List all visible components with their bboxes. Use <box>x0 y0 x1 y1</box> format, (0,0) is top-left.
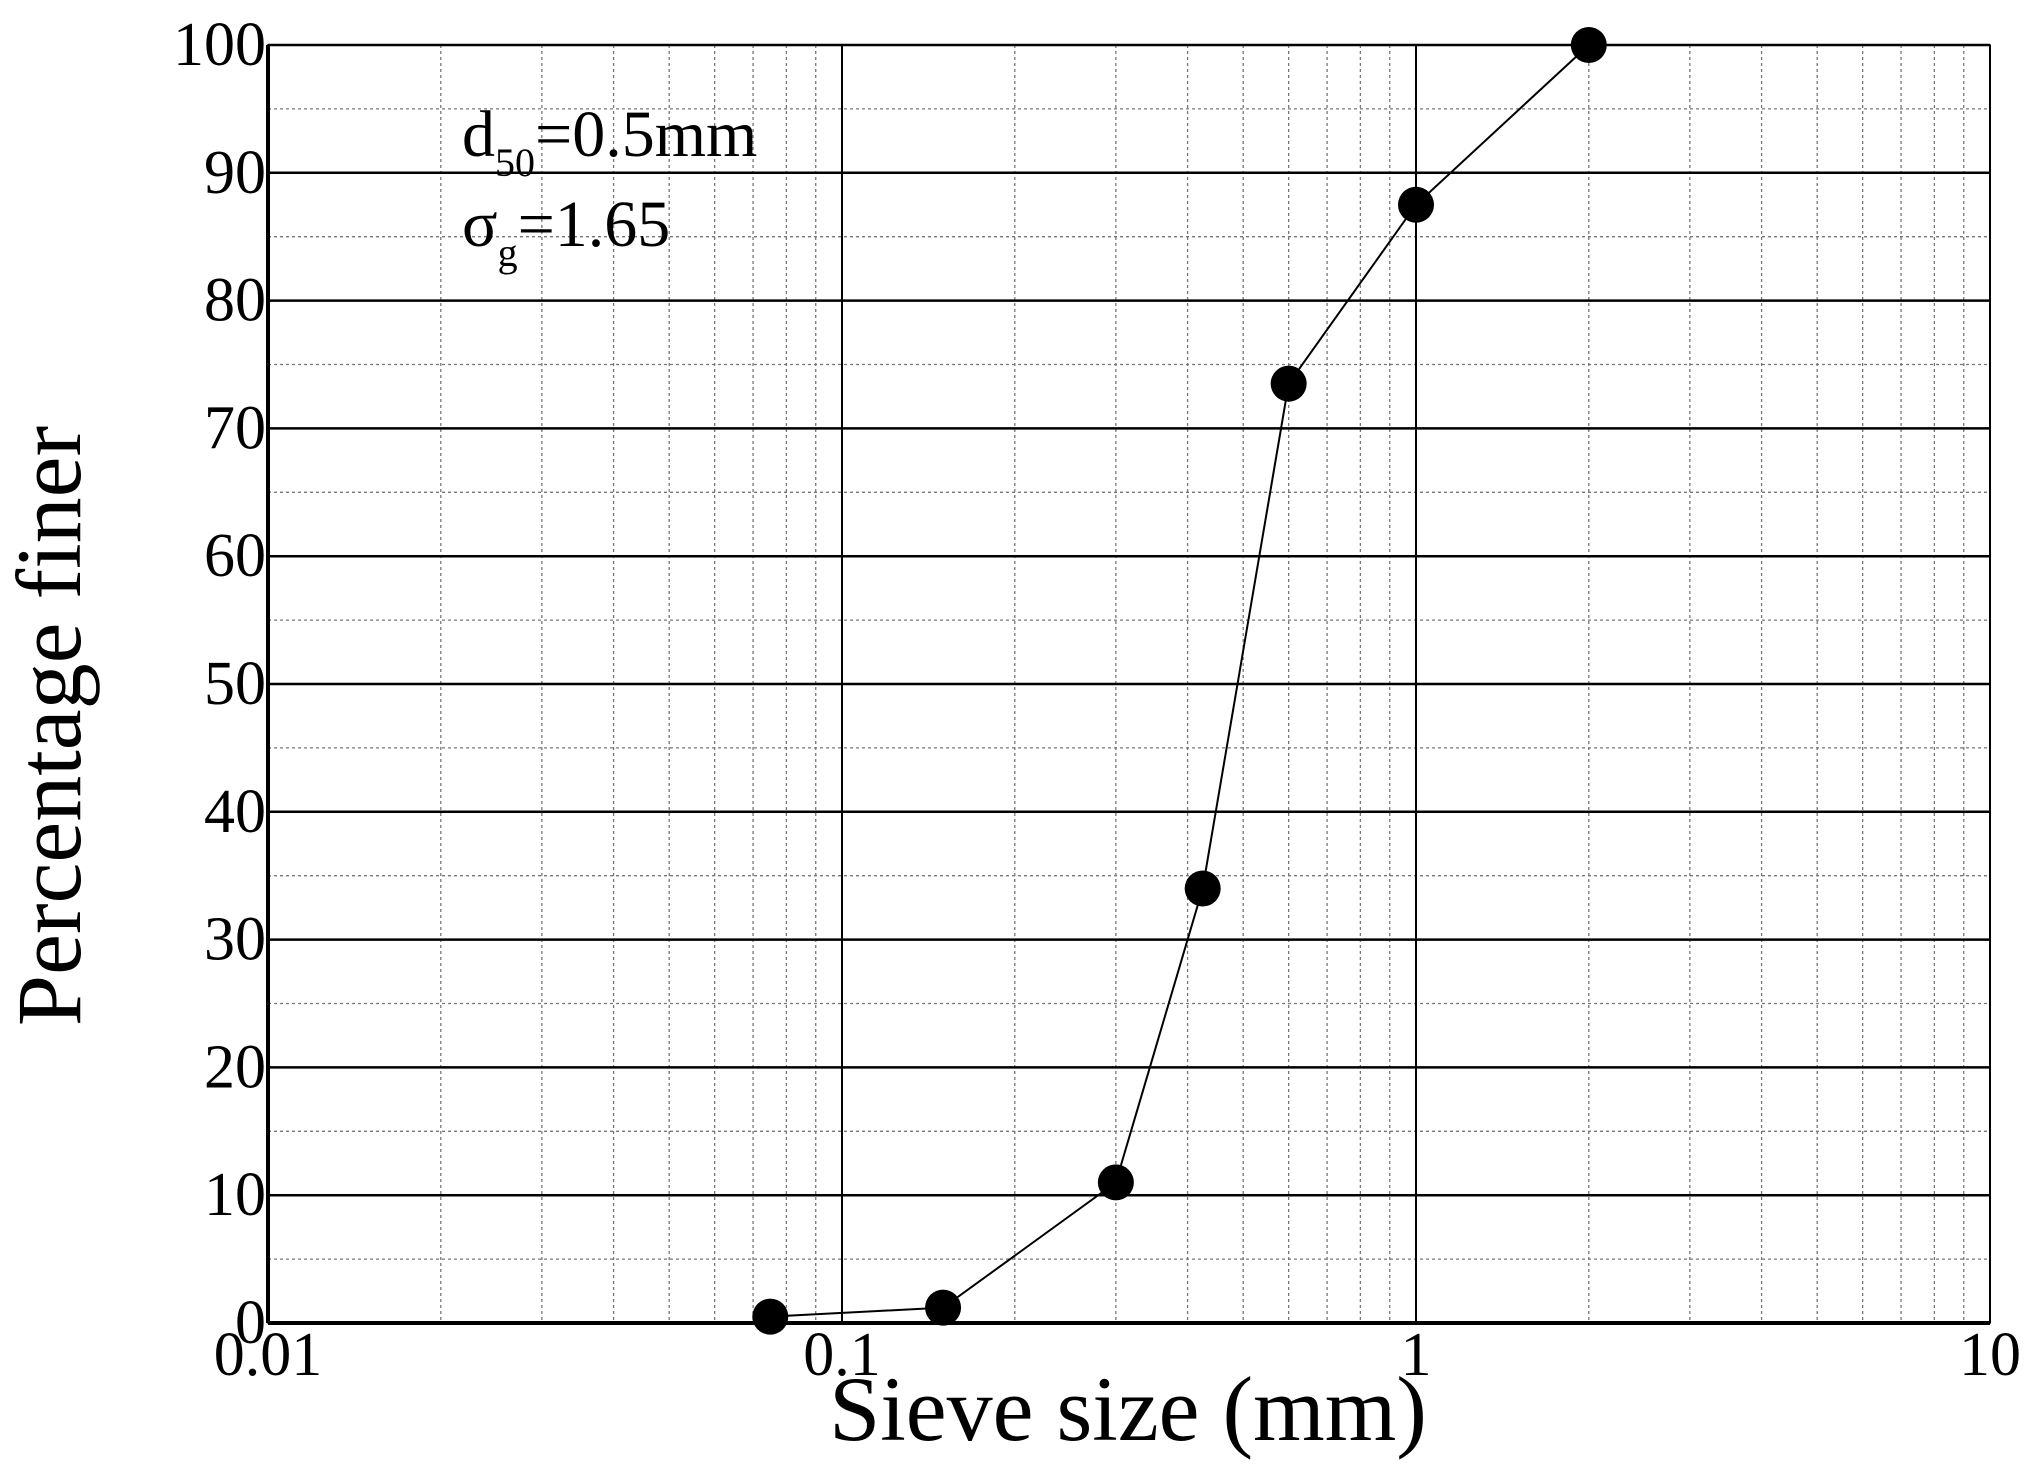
y-tick-label: 70 <box>204 394 266 462</box>
y-tick-label: 40 <box>204 778 266 846</box>
data-point <box>1097 1164 1134 1201</box>
annotation: d50=0.5mm <box>462 98 757 185</box>
x-tick-label: 10 <box>1959 1321 2021 1389</box>
annotation-subscript: 50 <box>495 140 535 185</box>
x-tick-label: 0.1 <box>803 1321 881 1389</box>
y-tick-label: 10 <box>204 1161 266 1229</box>
annotation: σg=1.65 <box>462 188 670 275</box>
annotation-text: =1.65 <box>518 188 671 261</box>
data-point <box>925 1289 962 1326</box>
y-tick-label: 0 <box>235 1289 266 1357</box>
data-point <box>1570 27 1607 63</box>
y-tick-label: 90 <box>204 139 266 207</box>
annotation-text: =0.5mm <box>535 98 757 171</box>
annotation-subscript: g <box>498 230 518 275</box>
x-axis-title: Sieve size (mm) <box>829 1358 1427 1460</box>
data-point <box>1270 365 1307 402</box>
y-tick-label: 80 <box>204 267 266 335</box>
x-tick-label: 1 <box>1401 1321 1432 1389</box>
data-point <box>1184 870 1221 907</box>
annotation-symbol: σ <box>462 188 498 261</box>
y-tick-label: 20 <box>204 1033 266 1101</box>
y-tick-label: 30 <box>204 906 266 974</box>
y-axis-title: Percentage finer <box>0 426 100 1026</box>
y-tick-label: 50 <box>204 650 266 718</box>
x-tick-label: 0.01 <box>214 1321 323 1389</box>
data-point <box>1398 186 1434 223</box>
y-tick-label: 60 <box>204 522 266 590</box>
annotation-symbol: d <box>462 98 495 171</box>
data-line <box>770 44 1590 1318</box>
data-point <box>752 1298 789 1335</box>
y-tick-label: 100 <box>173 11 266 79</box>
